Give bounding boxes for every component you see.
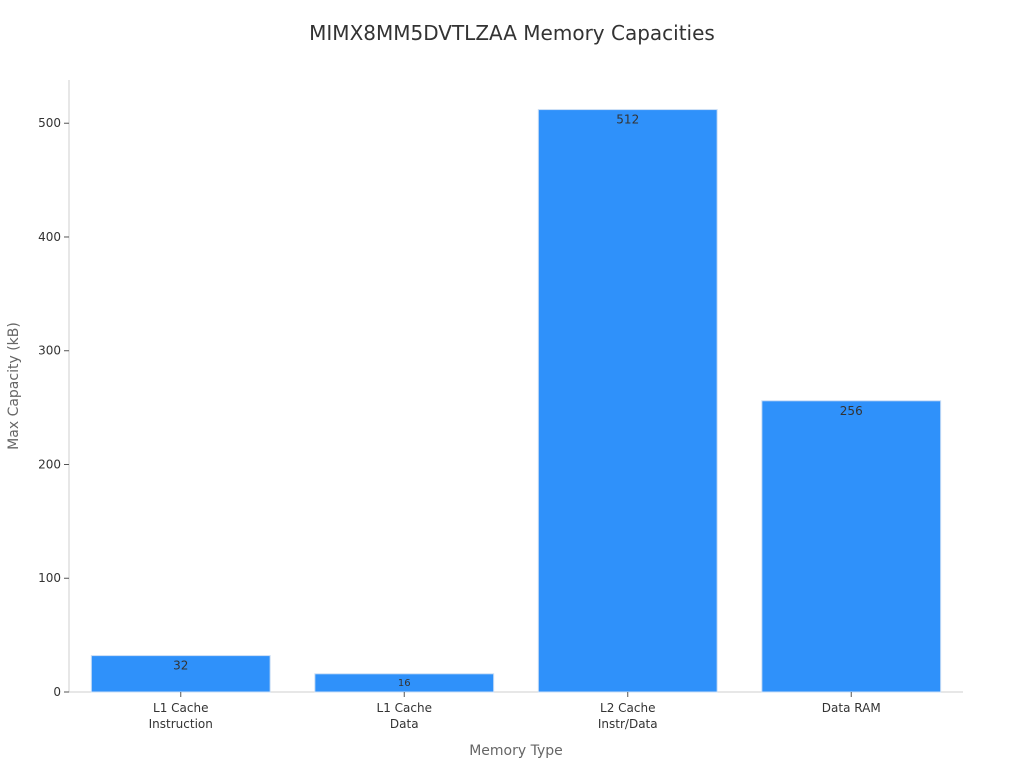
x-tick-label-line: Data RAM [822, 701, 881, 715]
bar-data-label: 256 [840, 404, 863, 418]
data-labels-group: 32 16 512 256 [173, 113, 863, 689]
y-tick-label: 100 [38, 571, 61, 585]
chart-title: MIMX8MM5DVTLZAA Memory Capacities [309, 21, 715, 45]
x-tick-label: L2 Cache Instr/Data [598, 701, 658, 731]
bar[interactable] [537, 109, 718, 693]
y-tick-label: 0 [53, 685, 61, 699]
bar-data-label: 512 [616, 113, 639, 127]
bars-group [90, 109, 942, 693]
x-axis-title: Memory Type [469, 743, 563, 759]
bar[interactable] [761, 400, 942, 693]
y-tick-label: 200 [38, 457, 61, 471]
x-tick-label-line: L1 Cache [377, 701, 432, 715]
y-axis-title: Max Capacity (kB) [6, 322, 22, 450]
x-tick-label-line: Instr/Data [598, 717, 658, 731]
y-ticks-group: 0 100 200 300 400 500 [38, 116, 69, 699]
y-tick-label: 300 [38, 344, 61, 358]
y-tick-label: 400 [38, 230, 61, 244]
x-tick-label-line: L1 Cache [153, 701, 208, 715]
x-tick-label-line: Data [390, 717, 419, 731]
x-tick-label: Data RAM [822, 701, 881, 715]
bar-data-label: 16 [398, 678, 411, 689]
x-ticks-group: L1 Cache Instruction L1 Cache Data L2 Cache I… [149, 692, 881, 731]
x-tick-label-line: L2 Cache [600, 701, 655, 715]
bar[interactable] [90, 655, 271, 693]
x-tick-label-line: Instruction [149, 717, 213, 731]
x-tick-label: L1 Cache Data [377, 701, 432, 731]
bar-data-label: 32 [173, 659, 188, 673]
x-tick-label: L1 Cache Instruction [149, 701, 213, 731]
y-tick-label: 500 [38, 116, 61, 130]
